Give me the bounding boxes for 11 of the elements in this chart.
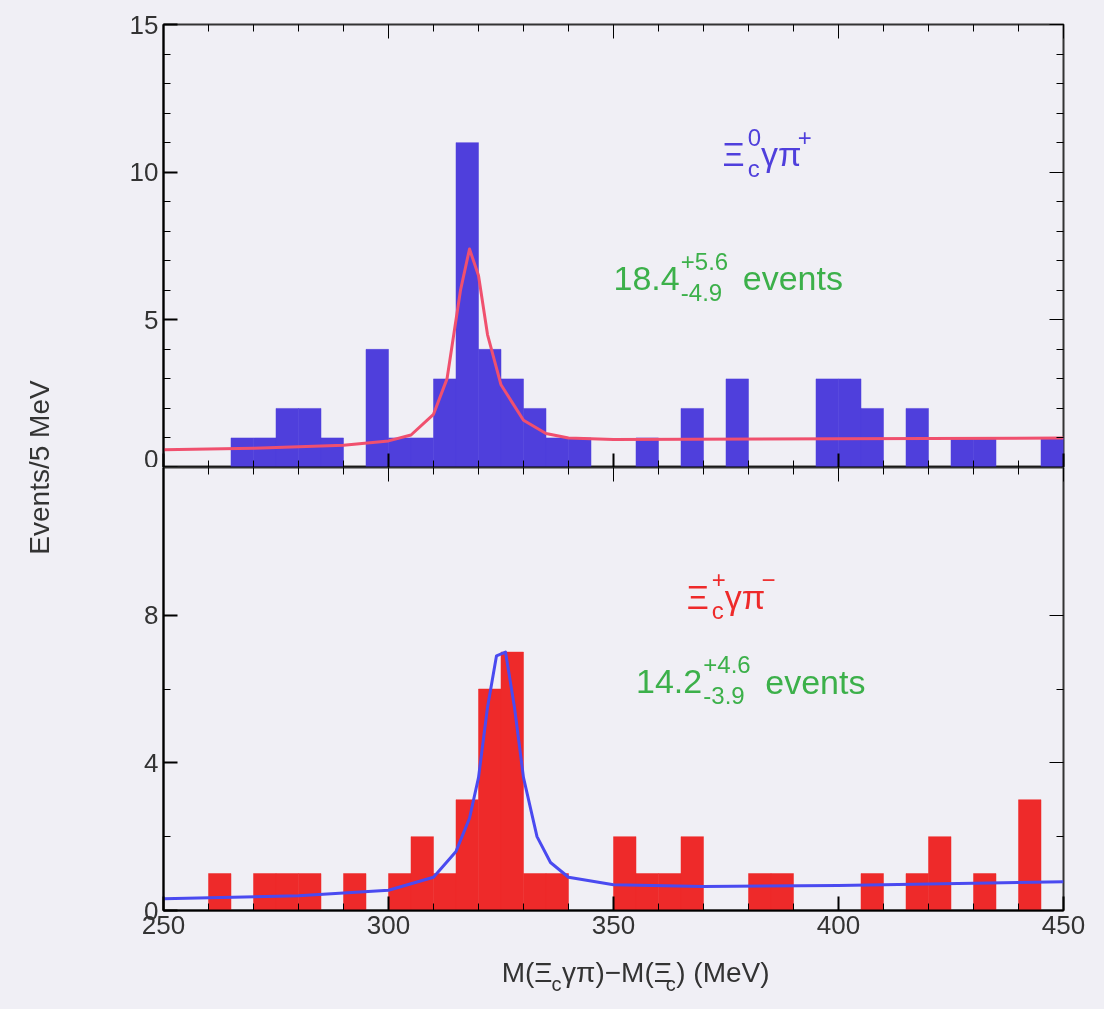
x-tick-label: 350: [591, 909, 636, 940]
x-tick-label: 400: [816, 909, 861, 940]
y-axis-title: Events/5 MeV: [23, 380, 55, 555]
y-tick-label: 10: [129, 157, 159, 188]
x-tick-label: 450: [1041, 909, 1086, 940]
y-tick-label: 8: [144, 600, 159, 631]
y-tick-label: 4: [144, 747, 159, 778]
y-tick-label: 15: [129, 9, 159, 40]
y-tick-label: 5: [144, 304, 159, 335]
y-tick-label: 0: [144, 443, 159, 474]
x-tick-label: 300: [366, 909, 411, 940]
